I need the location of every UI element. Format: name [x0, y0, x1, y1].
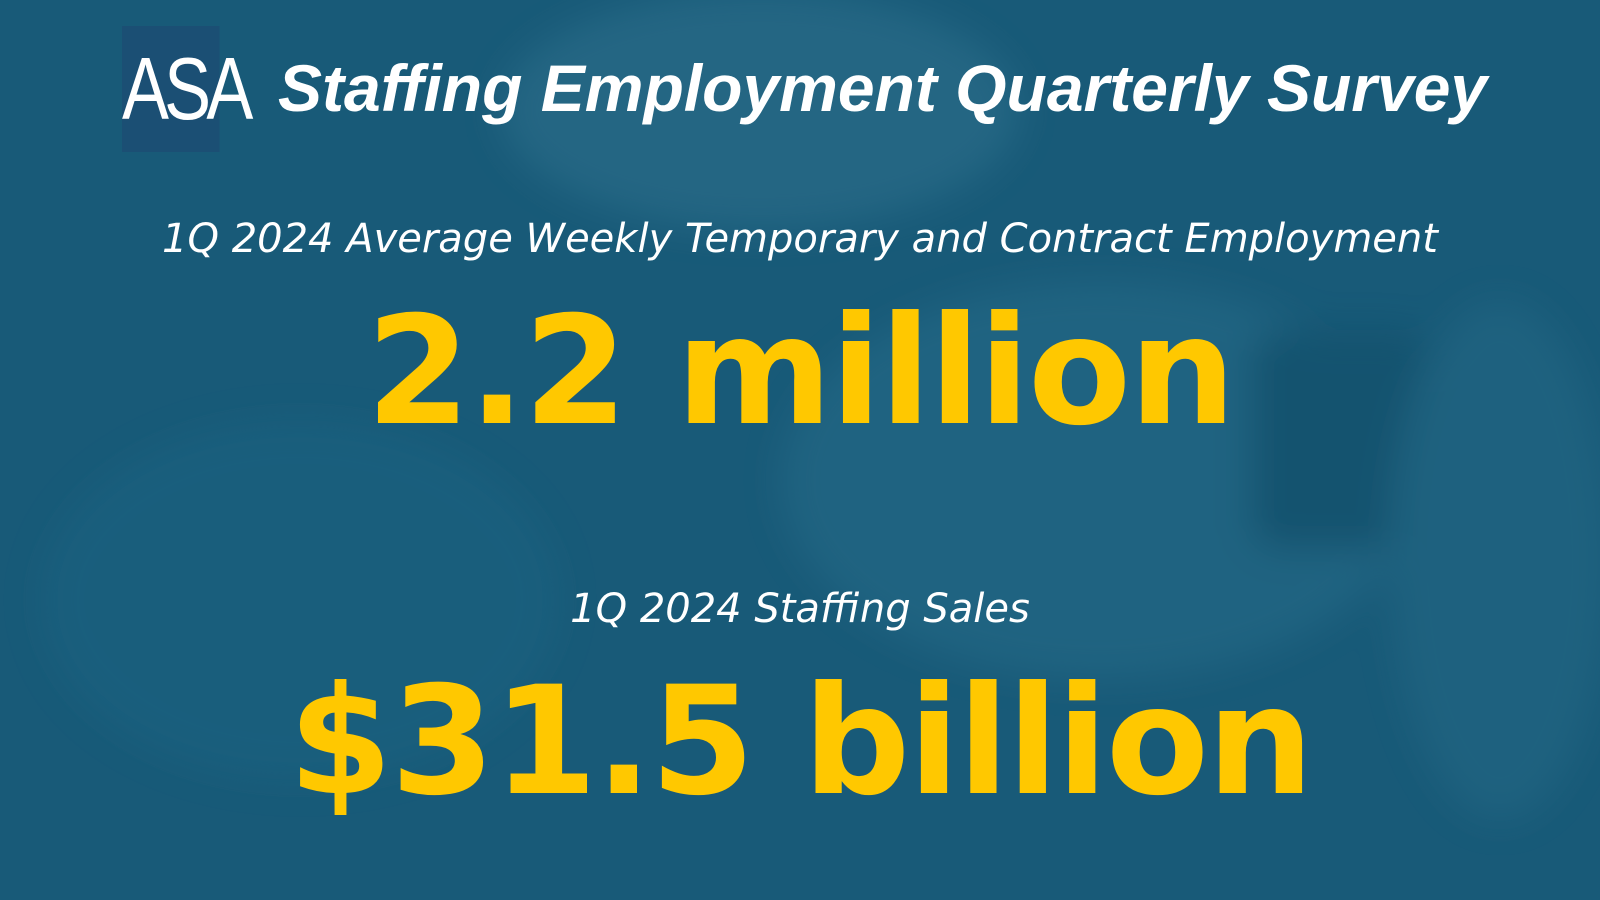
logo: ASA: [122, 26, 253, 152]
stat-label: 1Q 2024 Average Weekly Temporary and Con…: [162, 216, 1438, 262]
stat-label: 1Q 2024 Staffing Sales: [570, 586, 1030, 632]
stat-value: 2.2 million: [366, 285, 1236, 459]
stat-value: $31.5 billion: [288, 655, 1314, 829]
title: Staffing Employment Quarterly Survey: [278, 51, 1488, 125]
